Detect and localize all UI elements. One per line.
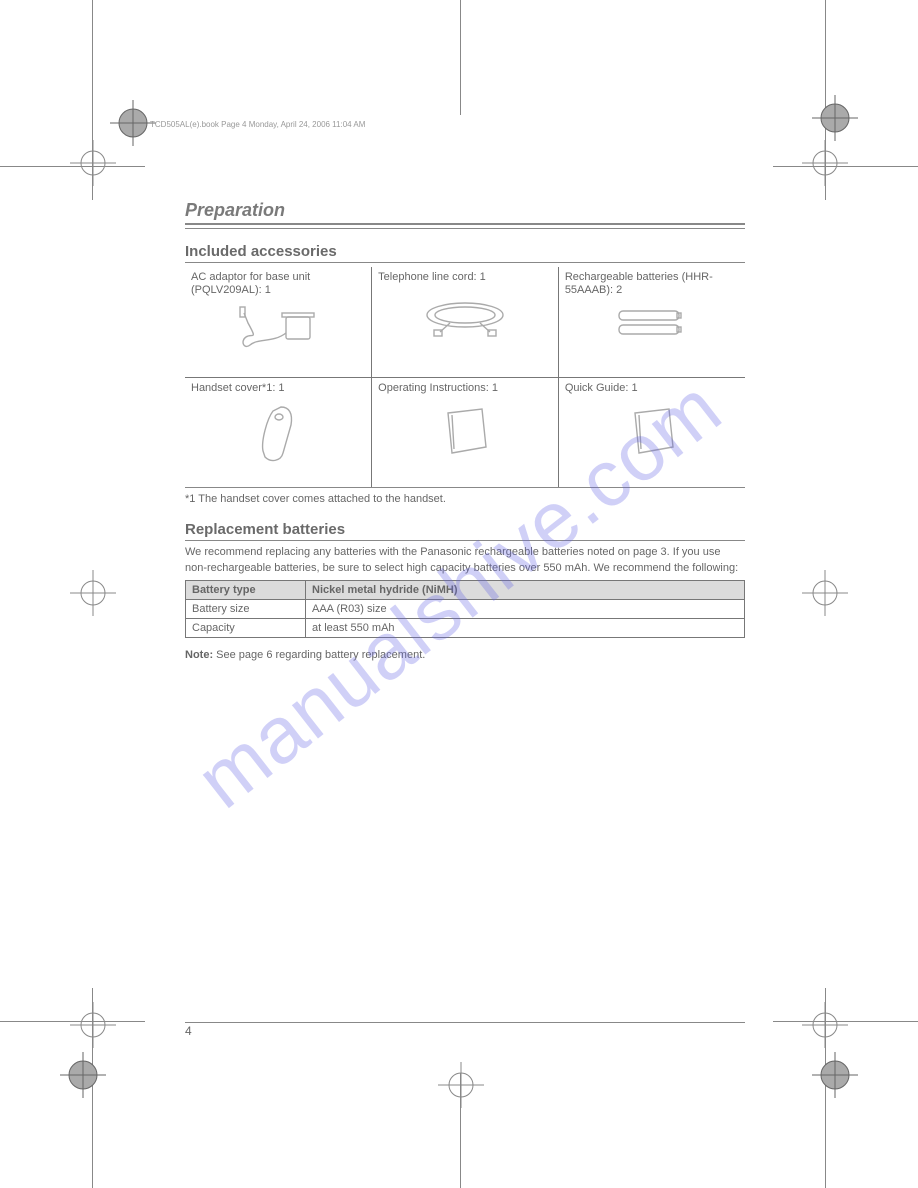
accessory-label: Handset cover*1: 1 bbox=[191, 382, 365, 395]
spec-header-cell: Battery type bbox=[186, 581, 306, 600]
note-text: See page 6 regarding battery replacement… bbox=[216, 649, 425, 661]
batteries-icon bbox=[565, 303, 739, 346]
ac-adaptor-icon bbox=[191, 303, 365, 366]
included-accessories-table: AC adaptor for base unit (PQLV209AL): 1 … bbox=[185, 267, 745, 487]
footnote: *1 The handset cover comes attached to t… bbox=[185, 492, 745, 507]
manual-icon bbox=[378, 401, 552, 464]
accessory-cell: AC adaptor for base unit (PQLV209AL): 1 bbox=[185, 267, 372, 377]
accessory-cell: Operating Instructions: 1 bbox=[372, 377, 559, 487]
registration-mark-icon bbox=[70, 140, 116, 186]
accessory-label: Telephone line cord: 1 bbox=[378, 271, 552, 284]
registration-mark-icon bbox=[70, 570, 116, 616]
crop-line bbox=[460, 0, 461, 115]
registration-mark-icon bbox=[812, 95, 858, 141]
registration-mark-icon bbox=[60, 1052, 106, 1098]
note-block: Note: See page 6 regarding battery repla… bbox=[185, 648, 745, 663]
accessory-cell: Handset cover*1: 1 bbox=[185, 377, 372, 487]
note-label: Note: bbox=[185, 649, 213, 661]
registration-mark-icon bbox=[802, 140, 848, 186]
accessory-label: Rechargeable batteries (HHR-55AAAB): 2 bbox=[565, 271, 739, 297]
included-title: Included accessories bbox=[185, 243, 745, 260]
handset-cover-icon bbox=[191, 401, 365, 469]
phone-cord-icon bbox=[378, 290, 552, 343]
spec-cell: Capacity bbox=[186, 619, 306, 638]
accessory-label: Quick Guide: 1 bbox=[565, 382, 739, 395]
page-content: Preparation Included accessories AC adap… bbox=[185, 200, 745, 664]
registration-mark-icon bbox=[438, 1062, 484, 1108]
book-header-text: TCD505AL(e).book Page 4 Monday, April 24… bbox=[150, 120, 365, 129]
section-title: Preparation bbox=[185, 200, 745, 221]
spec-cell: Battery size bbox=[186, 600, 306, 619]
battery-spec-table: Battery type Nickel metal hydride (NiMH)… bbox=[185, 580, 745, 638]
footer-rule bbox=[185, 1022, 745, 1023]
registration-mark-icon bbox=[812, 1052, 858, 1098]
single-rule bbox=[185, 262, 745, 263]
page-number: 4 bbox=[185, 1024, 192, 1038]
registration-mark-icon bbox=[70, 1002, 116, 1048]
rule bbox=[185, 540, 745, 541]
spec-cell: at least 550 mAh bbox=[306, 619, 745, 638]
accessory-cell: Quick Guide: 1 bbox=[558, 377, 745, 487]
accessory-label: AC adaptor for base unit (PQLV209AL): 1 bbox=[191, 271, 365, 297]
replacement-text: We recommend replacing any batteries wit… bbox=[185, 545, 745, 576]
spec-cell: AAA (R03) size bbox=[306, 600, 745, 619]
guide-icon bbox=[565, 401, 739, 464]
registration-mark-icon bbox=[802, 1002, 848, 1048]
accessory-cell: Telephone line cord: 1 bbox=[372, 267, 559, 377]
spec-header-cell: Nickel metal hydride (NiMH) bbox=[306, 581, 745, 600]
accessory-label: Operating Instructions: 1 bbox=[378, 382, 552, 395]
replacement-title: Replacement batteries bbox=[185, 521, 745, 538]
accessory-cell: Rechargeable batteries (HHR-55AAAB): 2 bbox=[558, 267, 745, 377]
double-rule bbox=[185, 223, 745, 229]
rule bbox=[185, 487, 745, 488]
registration-mark-icon bbox=[802, 570, 848, 616]
